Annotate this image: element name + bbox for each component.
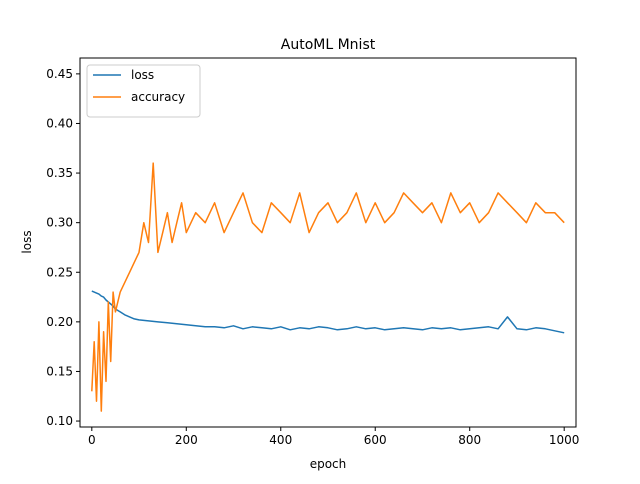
y-axis-label: loss	[20, 230, 34, 253]
y-tick-label: 0.15	[46, 364, 73, 378]
y-tick-label: 0.45	[46, 67, 73, 81]
legend-label-accuracy: accuracy	[131, 90, 185, 104]
y-tick-label: 0.20	[46, 315, 73, 329]
x-tick-label: 200	[175, 433, 198, 447]
series-line-loss	[91, 290, 565, 334]
y-tick-label: 0.30	[46, 216, 73, 230]
chart-title: AutoML Mnist	[281, 37, 376, 53]
y-tick-label: 0.35	[46, 166, 73, 180]
y-tick-label: 0.40	[46, 116, 73, 130]
legend: loss accuracy	[86, 64, 201, 118]
y-axis: 0.10 0.15 0.20 0.25 0.30 0.35 0.40 0.45	[46, 67, 80, 428]
x-axis: 0 200 400 600 800 1000	[88, 427, 579, 447]
series-line-accuracy	[91, 162, 565, 412]
x-tick-label: 1000	[549, 433, 580, 447]
x-tick-label: 600	[364, 433, 387, 447]
axes-frame	[79, 57, 577, 428]
x-tick-label: 800	[458, 433, 481, 447]
x-tick-label: 0	[88, 433, 96, 447]
legend-label-loss: loss	[131, 68, 154, 82]
y-tick-label: 0.10	[46, 414, 73, 428]
plot-area	[91, 162, 565, 412]
x-axis-label: epoch	[310, 457, 347, 471]
x-tick-label: 400	[269, 433, 292, 447]
y-tick-label: 0.25	[46, 265, 73, 279]
legend-box	[86, 64, 201, 118]
